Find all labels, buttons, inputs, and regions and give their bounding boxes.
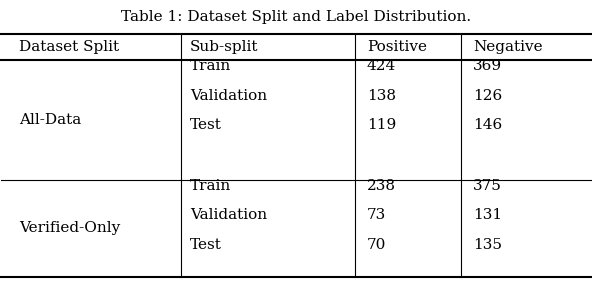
Text: All-Data: All-Data [19, 113, 81, 127]
Text: 146: 146 [473, 118, 502, 132]
Text: Validation: Validation [190, 89, 267, 103]
Text: Table 1: Dataset Split and Label Distribution.: Table 1: Dataset Split and Label Distrib… [121, 10, 471, 24]
Text: Validation: Validation [190, 208, 267, 222]
Text: Test: Test [190, 238, 222, 252]
Text: 138: 138 [366, 89, 395, 103]
Text: 238: 238 [366, 179, 395, 193]
Text: Negative: Negative [473, 40, 542, 54]
Text: Positive: Positive [366, 40, 427, 54]
Text: 369: 369 [473, 59, 502, 73]
Text: Dataset Split: Dataset Split [19, 40, 119, 54]
Text: 126: 126 [473, 89, 502, 103]
Text: 119: 119 [366, 118, 396, 132]
Text: 70: 70 [366, 238, 386, 252]
Text: Sub-split: Sub-split [190, 40, 259, 54]
Text: Verified-Only: Verified-Only [19, 222, 120, 235]
Text: Train: Train [190, 59, 231, 73]
Text: 424: 424 [366, 59, 396, 73]
Text: Test: Test [190, 118, 222, 132]
Text: Train: Train [190, 179, 231, 193]
Text: 375: 375 [473, 179, 501, 193]
Text: 131: 131 [473, 208, 502, 222]
Text: 135: 135 [473, 238, 502, 252]
Text: 73: 73 [366, 208, 386, 222]
